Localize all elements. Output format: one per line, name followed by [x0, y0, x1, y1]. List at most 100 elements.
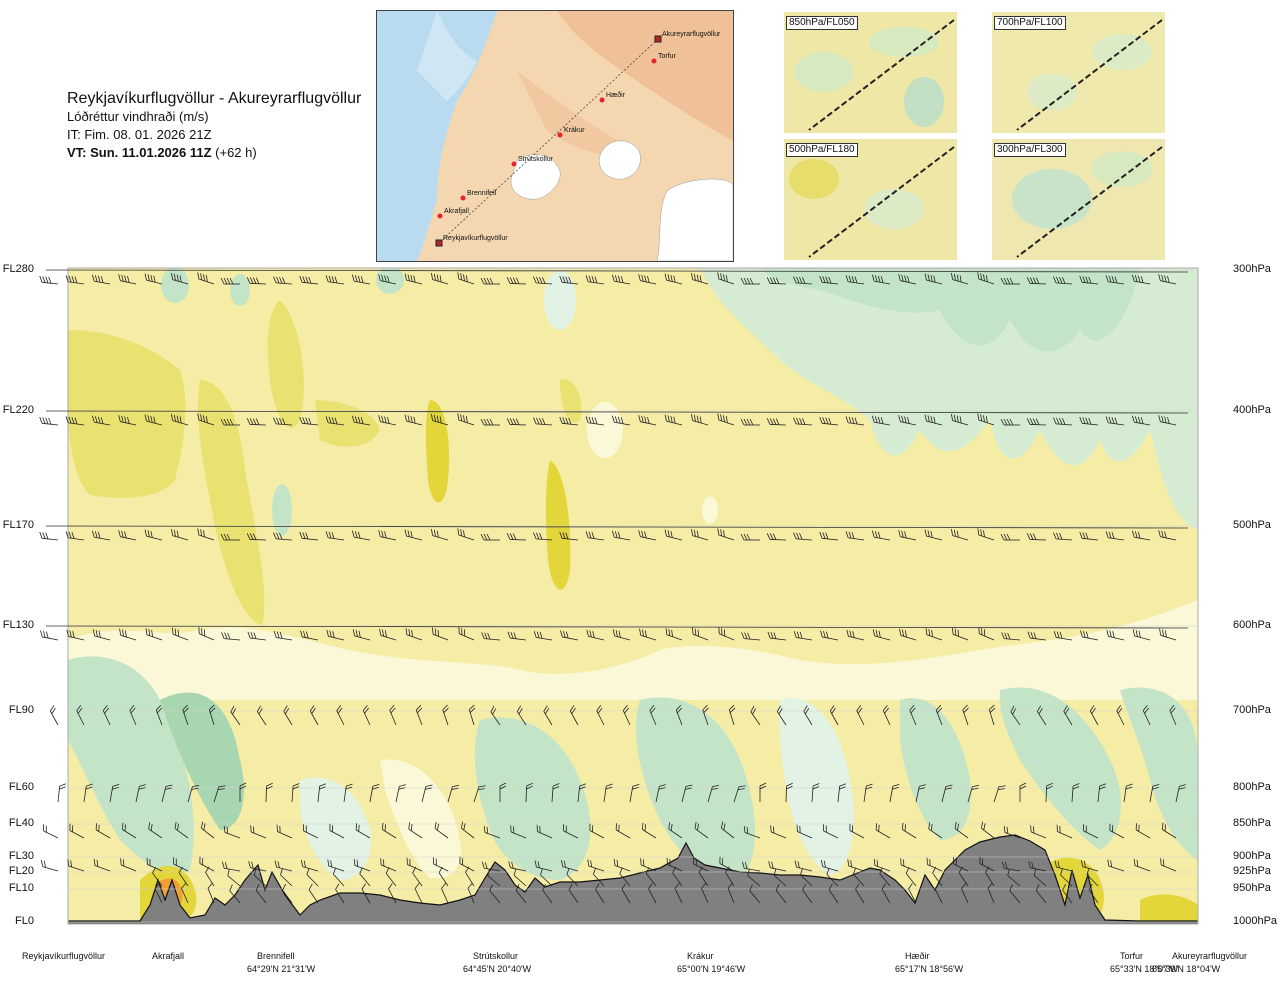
- wind-barb: [239, 782, 247, 802]
- wind-barb: [473, 785, 486, 803]
- inset-300-svg: [992, 139, 1165, 260]
- map-point-marker: [599, 97, 605, 103]
- wind-barb: [95, 823, 111, 839]
- wind-barb: [506, 418, 527, 426]
- wind-barb: [118, 530, 137, 541]
- wind-barb: [759, 782, 767, 802]
- wind-barb: [273, 630, 293, 641]
- wind-barb: [516, 705, 527, 726]
- wind-barb: [596, 705, 605, 726]
- wind-barb: [1089, 705, 1099, 726]
- wind-barb: [152, 866, 163, 887]
- wind-barb: [1000, 533, 1020, 541]
- wind-barb: [926, 857, 943, 872]
- wind-barb: [924, 414, 943, 426]
- wind-barb: [65, 416, 85, 426]
- wind-barb: [837, 783, 847, 803]
- wind-barb: [508, 861, 527, 872]
- waypoint-name: Brennifell: [257, 951, 295, 961]
- wind-barb: [569, 705, 579, 726]
- wind-barb: [178, 866, 189, 887]
- map-point-marker: [511, 161, 517, 167]
- pressure-label-300hpa: 300hPa: [1233, 263, 1271, 275]
- wind-barb: [615, 823, 631, 839]
- wind-barb: [639, 628, 657, 641]
- wind-barb: [741, 632, 761, 641]
- wind-barb: [749, 884, 761, 904]
- wind-barb: [934, 883, 943, 904]
- wind-barb: [950, 528, 969, 541]
- wind-barb: [908, 883, 917, 904]
- wind-barb: [250, 825, 267, 839]
- wind-barb: [1007, 869, 1021, 887]
- wind-barb: [988, 704, 996, 726]
- wind-barb: [898, 530, 917, 541]
- wind-barb: [993, 785, 1006, 803]
- wind-barb: [533, 276, 553, 285]
- wind-barb: [875, 823, 891, 839]
- wind-barb: [540, 868, 553, 887]
- wind-barb: [1000, 418, 1020, 426]
- wind-barb: [603, 783, 613, 803]
- wind-barb: [457, 413, 475, 426]
- wind-barb: [935, 704, 943, 726]
- wind-barb: [820, 859, 839, 872]
- wind-barb: [282, 883, 293, 904]
- wind-barb: [819, 531, 839, 541]
- wind-barb: [773, 868, 787, 887]
- barb-baseline: [45, 410, 1189, 414]
- route-map-svg: Akureyrarflugvöllur Torfur Hæðir Krákur Strú…: [377, 11, 733, 261]
- wind-barb: [442, 704, 449, 726]
- waypoint-name: Krákur: [687, 951, 714, 961]
- wind-barb: [1036, 705, 1047, 726]
- wind-barb: [480, 533, 500, 541]
- wind-barb: [109, 783, 120, 803]
- wind-barb: [256, 705, 267, 726]
- wind-barb: [694, 821, 709, 839]
- wind-barb: [220, 533, 240, 541]
- wind-barb: [803, 705, 813, 726]
- wind-barb: [515, 884, 527, 904]
- wind-barb: [40, 630, 59, 641]
- wind-barb: [889, 783, 900, 803]
- wind-barb: [1053, 417, 1073, 426]
- wind-barb: [845, 531, 865, 541]
- wind-barb: [480, 277, 500, 285]
- wind-barb: [1080, 630, 1099, 641]
- wind-barb: [343, 783, 353, 803]
- wind-barb: [846, 629, 865, 641]
- wind-barb: [1169, 704, 1177, 726]
- wind-barb: [693, 857, 709, 872]
- wind-barb: [645, 867, 657, 887]
- waypoint-coord: 65°17'N 18°56'W: [895, 964, 964, 974]
- wind-barb: [255, 884, 267, 904]
- wind-barb: [985, 866, 995, 887]
- wind-barb: [359, 867, 371, 887]
- wind-barb: [672, 866, 683, 887]
- inset-500-label: 500hPa/FL180: [786, 143, 858, 157]
- wind-barb: [118, 274, 137, 285]
- wind-barb: [198, 627, 215, 641]
- wind-barb: [1019, 782, 1027, 802]
- inset-500: 500hPa/FL180: [784, 139, 957, 260]
- wind-barb: [1028, 861, 1047, 872]
- wind-barb: [882, 704, 891, 726]
- wind-barb: [327, 859, 345, 872]
- wind-barb: [1062, 883, 1073, 904]
- wind-barb: [800, 868, 813, 887]
- wind-barb: [174, 821, 189, 839]
- wind-barb: [253, 868, 267, 887]
- wind-barb: [977, 528, 995, 541]
- wind-barb: [221, 861, 241, 872]
- wind-barb: [664, 273, 683, 285]
- wind-barb: [65, 531, 85, 541]
- fl-label-fl20: FL20: [8, 865, 34, 877]
- wind-barb: [559, 275, 579, 285]
- map-point-label: Krákur: [564, 127, 585, 134]
- wind-barb: [146, 857, 163, 872]
- wind-barb: [405, 628, 423, 641]
- wind-barb: [655, 784, 666, 803]
- map-point-marker: [654, 35, 662, 43]
- wind-barb: [309, 705, 319, 726]
- pressure-label-500hpa: 500hPa: [1233, 519, 1271, 531]
